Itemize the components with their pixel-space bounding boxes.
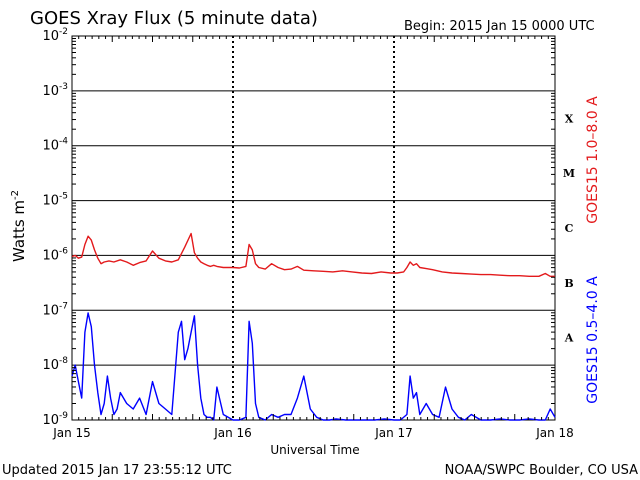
legend-series-long: GOES15 1.0–8.0 A	[585, 96, 601, 224]
y-tick-exponent: -9	[59, 411, 68, 421]
y-tick-label: 10-6	[42, 246, 68, 263]
x-tick-label: Jan 15	[52, 426, 91, 440]
flare-class-labels: A B C M X	[563, 112, 575, 344]
footer-updated-time: Updated 2015 Jan 17 23:55:12 UTC	[2, 463, 232, 478]
y-tick-base: 10	[42, 303, 59, 318]
y-tick-base: 10	[42, 84, 59, 99]
y-tick-base: 10	[42, 248, 59, 263]
y-axis-label-exponent: -2	[10, 190, 21, 200]
plot-area	[71, 35, 556, 421]
begin-time-label: Begin: 2015 Jan 15 0000 UTC	[404, 19, 595, 34]
y-tick-exponent: -6	[59, 246, 68, 256]
x-tick-label: Jan 17	[374, 426, 413, 440]
legend-series-short: GOES15 0.5–4.0 A	[585, 276, 601, 404]
y-tick-base: 10	[42, 358, 59, 373]
y-tick-base: 10	[42, 194, 59, 209]
chart-title: GOES Xray Flux (5 minute data)	[30, 8, 318, 29]
data-series	[71, 232, 556, 421]
flare-class-label: X	[565, 112, 574, 125]
y-tick-base: 10	[42, 29, 59, 44]
flare-class-label: M	[563, 167, 575, 180]
series-line-long-wavelength	[71, 232, 555, 277]
y-tick-label: 10-4	[42, 137, 68, 154]
plot-border	[71, 35, 556, 421]
y-tick-exponent: -4	[59, 137, 68, 147]
x-tick-label: Jan 16	[213, 426, 252, 440]
y-axis-label: Watts m-2	[10, 190, 28, 262]
y-tick-label: 10-3	[42, 82, 68, 99]
flare-class-label: B	[564, 277, 573, 290]
y-tick-label: 10-7	[42, 301, 68, 318]
y-tick-exponent: -5	[59, 192, 68, 202]
y-tick-base: 10	[42, 413, 59, 428]
footer-agency: NOAA/SWPC Boulder, CO USA	[445, 463, 638, 478]
y-tick-label: 10-9	[42, 411, 68, 428]
flare-class-label: A	[564, 332, 574, 345]
flare-class-label: C	[565, 222, 574, 235]
y-tick-label: 10-5	[42, 192, 68, 209]
y-tick-exponent: -8	[59, 356, 68, 366]
y-tick-exponent: -3	[59, 82, 68, 92]
grid-lines	[72, 36, 555, 420]
y-axis-label-base: Watts m	[10, 200, 28, 262]
x-tick-label: Jan 18	[535, 426, 574, 440]
y-tick-exponent: -2	[59, 27, 68, 37]
y-tick-label: 10-2	[42, 27, 68, 44]
y-tick-label: 10-8	[42, 356, 68, 373]
y-tick-exponent: -7	[59, 301, 68, 311]
series-line-short-wavelength	[71, 312, 556, 421]
y-tick-base: 10	[42, 139, 59, 154]
x-axis-label: Universal Time	[270, 443, 359, 457]
